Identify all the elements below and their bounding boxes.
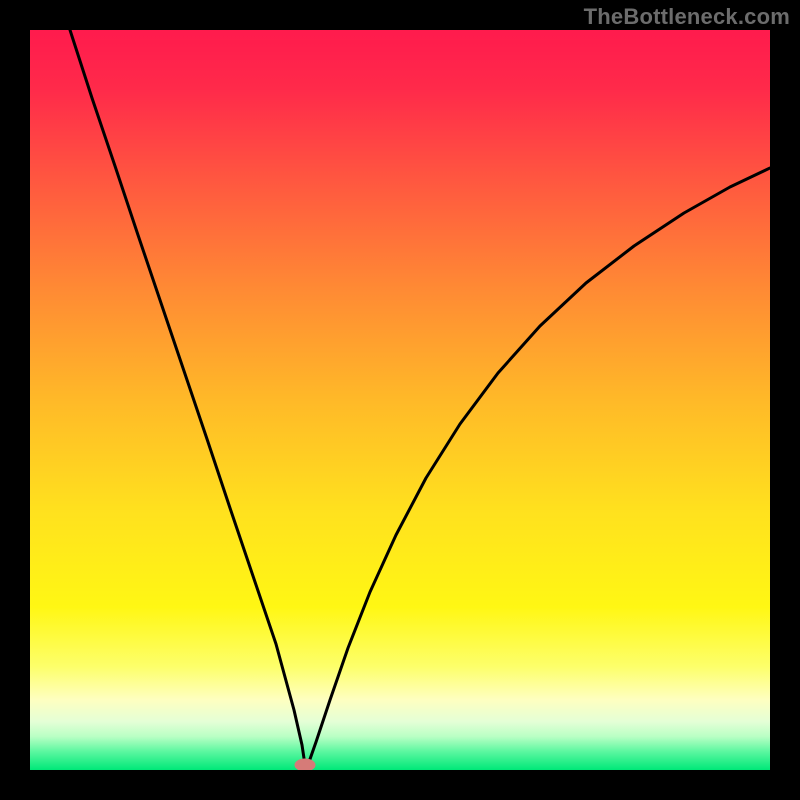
watermark-text: TheBottleneck.com [584, 4, 790, 30]
plot-area [30, 30, 770, 770]
chart-svg [30, 30, 770, 770]
optimum-marker [295, 759, 315, 770]
chart-frame: TheBottleneck.com [0, 0, 800, 800]
gradient-background [30, 30, 770, 770]
